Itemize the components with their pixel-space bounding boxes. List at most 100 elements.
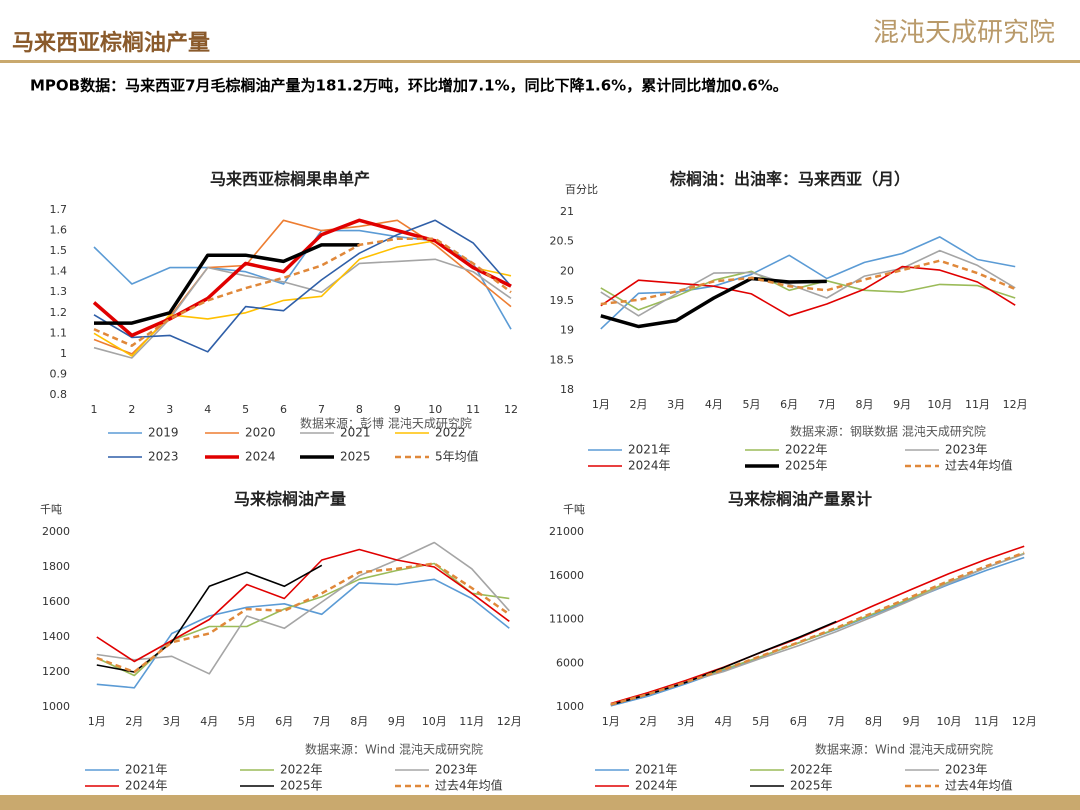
y-tick-label: 1.1: [50, 326, 68, 339]
source-note: 数据来源：Wind 混沌天成研究院: [305, 742, 483, 757]
legend-label: 2021年: [635, 763, 678, 777]
y-tick-label: 21000: [549, 525, 584, 538]
series-line: [96, 578, 510, 689]
legend-label: 2025: [340, 450, 371, 464]
series-line: [93, 219, 512, 353]
legend-label: 2021: [340, 426, 371, 440]
legend-label: 过去4年均值: [945, 778, 1013, 793]
x-tick-label: 11月: [459, 715, 484, 728]
x-tick-label: 2月: [125, 715, 143, 728]
chart-title: 马来西亚棕榈果串单产: [210, 170, 370, 189]
chart-title: 棕榈油：出油率：马来西亚（月）: [670, 170, 910, 189]
series-line: [610, 620, 837, 706]
y-tick-label: 16000: [549, 569, 584, 582]
x-tick-label: 3月: [677, 715, 695, 728]
x-tick-label: 9月: [902, 715, 920, 728]
legend-label: 2025年: [785, 459, 828, 473]
legend-label: 2021年: [125, 763, 168, 777]
y-axis-label: 千吨: [40, 503, 62, 516]
y-tick-label: 0.9: [50, 367, 68, 380]
y-tick-label: 19.5: [550, 294, 575, 307]
legend-label: 2023年: [945, 763, 988, 777]
y-tick-label: 1.3: [50, 285, 68, 298]
x-tick-label: 7月: [827, 715, 845, 728]
source-note: 数据来源：彭博 混沌天成研究院: [300, 416, 472, 431]
y-tick-label: 18: [560, 383, 574, 396]
x-tick-label: 12月: [1012, 715, 1037, 728]
x-tick-label: 2月: [630, 398, 648, 411]
x-tick-label: 11: [466, 403, 480, 416]
x-tick-label: 10月: [422, 715, 447, 728]
legend-label: 2023: [148, 450, 179, 464]
series-line: [600, 276, 827, 329]
x-tick-label: 6月: [790, 715, 808, 728]
legend-label: 2025年: [790, 779, 833, 793]
series-line: [96, 541, 510, 675]
x-tick-label: 1月: [592, 398, 610, 411]
x-tick-label: 6: [280, 403, 287, 416]
header-rule: [0, 60, 1080, 63]
x-tick-label: 7: [318, 403, 325, 416]
x-tick-label: 4: [204, 403, 211, 416]
x-tick-label: 6月: [780, 398, 798, 411]
x-tick-label: 6月: [275, 715, 293, 728]
series-line: [93, 237, 512, 347]
y-tick-label: 18.5: [550, 353, 575, 366]
y-tick-label: 1600: [42, 595, 70, 608]
legend-label: 过去4年均值: [945, 458, 1013, 473]
x-tick-label: 7月: [313, 715, 331, 728]
y-tick-label: 1200: [42, 665, 70, 678]
x-tick-label: 9月: [893, 398, 911, 411]
legend-label: 2019: [148, 426, 179, 440]
chart-title: 马来棕榈油产量累计: [728, 490, 872, 509]
x-tick-label: 5月: [743, 398, 761, 411]
x-tick-label: 8: [356, 403, 363, 416]
legend-label: 2021年: [628, 443, 671, 457]
y-tick-label: 20: [560, 264, 574, 277]
x-tick-label: 11月: [965, 398, 990, 411]
y-tick-label: 1.7: [50, 203, 68, 216]
series-line: [610, 556, 1025, 707]
y-axis-label: 百分比: [565, 183, 598, 196]
x-tick-label: 3: [166, 403, 173, 416]
footer-bar: [0, 795, 1080, 810]
series-line: [96, 548, 510, 663]
legend-label: 2023年: [435, 763, 478, 777]
legend-label: 2024年: [628, 459, 671, 473]
x-tick-label: 8月: [350, 715, 368, 728]
x-tick-label: 8月: [865, 715, 883, 728]
y-tick-label: 1000: [42, 700, 70, 713]
series-line: [610, 551, 1025, 706]
x-tick-label: 1月: [88, 715, 106, 728]
x-tick-label: 5月: [752, 715, 770, 728]
legend-label: 2022年: [790, 763, 833, 777]
x-tick-label: 1: [90, 403, 97, 416]
y-tick-label: 1.4: [50, 265, 68, 278]
x-tick-label: 3月: [163, 715, 181, 728]
y-tick-label: 1800: [42, 560, 70, 573]
y-tick-label: 21: [560, 205, 574, 218]
y-tick-label: 6000: [556, 656, 584, 669]
x-tick-label: 5月: [238, 715, 256, 728]
legend-label: 2020: [245, 426, 276, 440]
legend-label: 2022: [435, 426, 466, 440]
source-note: 数据来源：钢联数据 混沌天成研究院: [790, 424, 986, 439]
y-tick-label: 11000: [549, 613, 584, 626]
legend-label: 5年均值: [435, 449, 479, 464]
page-title: 马来西亚棕榈油产量: [12, 30, 210, 56]
x-tick-label: 11月: [974, 715, 999, 728]
series-line: [610, 545, 1025, 705]
y-axis-label: 千吨: [563, 503, 585, 516]
summary: MPOB数据：马来西亚7月毛棕榈油产量为181.2万吨，环比增加7.1%，同比下…: [30, 77, 788, 95]
legend-label: 2022年: [280, 763, 323, 777]
legend-label: 2024年: [125, 779, 168, 793]
x-tick-label: 4月: [715, 715, 733, 728]
x-tick-label: 5: [242, 403, 249, 416]
y-tick-label: 1.2: [50, 306, 68, 319]
y-tick-label: 20.5: [550, 235, 575, 248]
y-tick-label: 1400: [42, 630, 70, 643]
x-tick-label: 12月: [497, 715, 522, 728]
y-tick-label: 1000: [556, 700, 584, 713]
y-tick-label: 2000: [42, 525, 70, 538]
